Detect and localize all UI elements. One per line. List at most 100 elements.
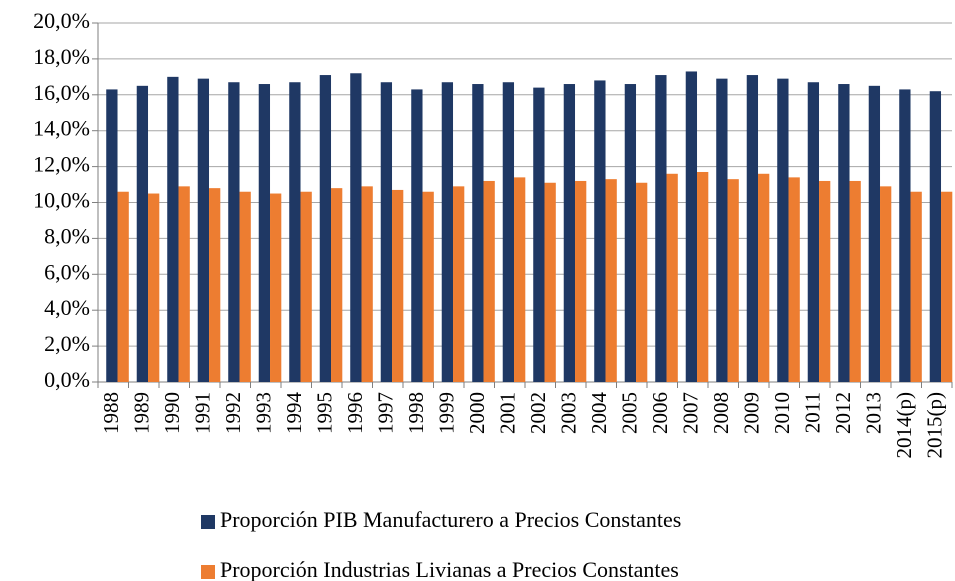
bar <box>666 173 678 382</box>
x-tick-label: 2009 <box>740 392 764 434</box>
bar <box>209 188 221 382</box>
bar <box>910 191 922 382</box>
y-tick-label: 8,0% <box>44 223 90 248</box>
y-tick-label: 10,0% <box>33 188 90 213</box>
bar <box>605 179 617 382</box>
y-tick-label: 20,0% <box>33 8 90 33</box>
y-tick-label: 6,0% <box>44 259 90 284</box>
x-tick-label: 2001 <box>496 392 520 434</box>
x-tick-label: 1993 <box>252 392 276 434</box>
x-tick-label: 2010 <box>770 392 794 434</box>
bar <box>838 84 850 382</box>
bar <box>472 84 484 382</box>
bar <box>849 180 861 382</box>
x-tick-label: 2003 <box>557 392 581 434</box>
x-tick-label: 1999 <box>435 392 459 434</box>
y-tick-label: 18,0% <box>33 44 90 69</box>
bar <box>716 78 728 383</box>
x-tick-label: 1990 <box>160 392 184 434</box>
legend-label: Proporción PIB Manufacturero a Precios C… <box>220 507 681 532</box>
bar <box>178 186 190 382</box>
bar <box>807 82 820 383</box>
legend-swatch <box>201 565 215 579</box>
bar <box>636 182 648 382</box>
bar <box>319 75 332 383</box>
x-tick-label: 2005 <box>618 392 642 434</box>
bar <box>117 191 129 382</box>
bar <box>697 171 709 382</box>
x-tick-label: 1996 <box>343 392 367 434</box>
x-tick-label: 1989 <box>130 392 154 434</box>
bar <box>880 186 892 382</box>
bar <box>331 188 343 382</box>
bar <box>777 78 789 383</box>
legend-swatch <box>201 515 215 529</box>
bar <box>136 85 149 382</box>
x-tick-label: 1991 <box>191 392 215 434</box>
legend-label: Proporción Industrias Livianas a Precios… <box>220 557 679 581</box>
bar <box>899 89 911 382</box>
bar <box>575 180 587 382</box>
bar <box>502 82 515 383</box>
bar <box>106 89 118 382</box>
bar <box>483 180 495 382</box>
bar <box>929 91 942 383</box>
bar <box>350 73 362 382</box>
bar <box>392 189 404 382</box>
bar <box>228 82 240 383</box>
bar <box>563 84 576 382</box>
bar <box>411 89 423 382</box>
bar <box>941 191 953 382</box>
x-tick-label: 2008 <box>709 392 733 434</box>
bar <box>300 191 312 382</box>
bar <box>453 186 465 382</box>
bar <box>167 76 179 382</box>
x-tick-label: 2014(p) <box>892 392 916 459</box>
x-tick-label: 2011 <box>801 392 825 433</box>
x-tick-label: 2012 <box>831 392 855 434</box>
x-tick-label: 2002 <box>526 392 550 434</box>
bar <box>788 177 800 382</box>
x-tick-label: 2006 <box>648 392 672 434</box>
bar <box>868 85 881 382</box>
x-tick-label: 1992 <box>221 392 245 434</box>
bar <box>624 84 637 382</box>
bar <box>361 186 373 382</box>
x-tick-label: 2000 <box>465 392 489 434</box>
bar <box>533 87 545 383</box>
x-tick-label: 2004 <box>587 392 611 435</box>
x-tick-label: 2007 <box>679 392 703 434</box>
y-tick-label: 4,0% <box>44 295 90 320</box>
bar <box>819 180 831 382</box>
x-tick-label: 1994 <box>282 392 306 435</box>
bar <box>685 71 698 382</box>
x-tick-label: 2015(p) <box>923 392 947 459</box>
x-tick-label: 1998 <box>404 392 428 434</box>
bar <box>594 80 606 382</box>
bar <box>422 191 434 382</box>
bar <box>514 177 526 382</box>
bar <box>727 179 739 382</box>
bar <box>655 75 667 383</box>
y-tick-label: 12,0% <box>33 152 90 177</box>
bar <box>289 82 301 383</box>
bar <box>197 78 210 383</box>
bar <box>758 173 770 382</box>
bar <box>441 82 454 383</box>
y-tick-label: 2,0% <box>44 331 90 356</box>
y-tick-label: 0,0% <box>44 367 90 392</box>
bar <box>270 193 282 382</box>
y-tick-label: 14,0% <box>33 116 90 141</box>
bar <box>258 84 271 382</box>
x-tick-label: 2013 <box>862 392 886 434</box>
y-tick-label: 16,0% <box>33 80 90 105</box>
bar <box>380 82 393 383</box>
x-tick-label: 1988 <box>99 392 123 434</box>
x-tick-label: 1997 <box>374 392 398 434</box>
bar <box>239 191 251 382</box>
bar <box>746 75 759 383</box>
bar <box>148 193 160 382</box>
bar <box>544 182 556 382</box>
x-tick-label: 1995 <box>313 392 337 434</box>
